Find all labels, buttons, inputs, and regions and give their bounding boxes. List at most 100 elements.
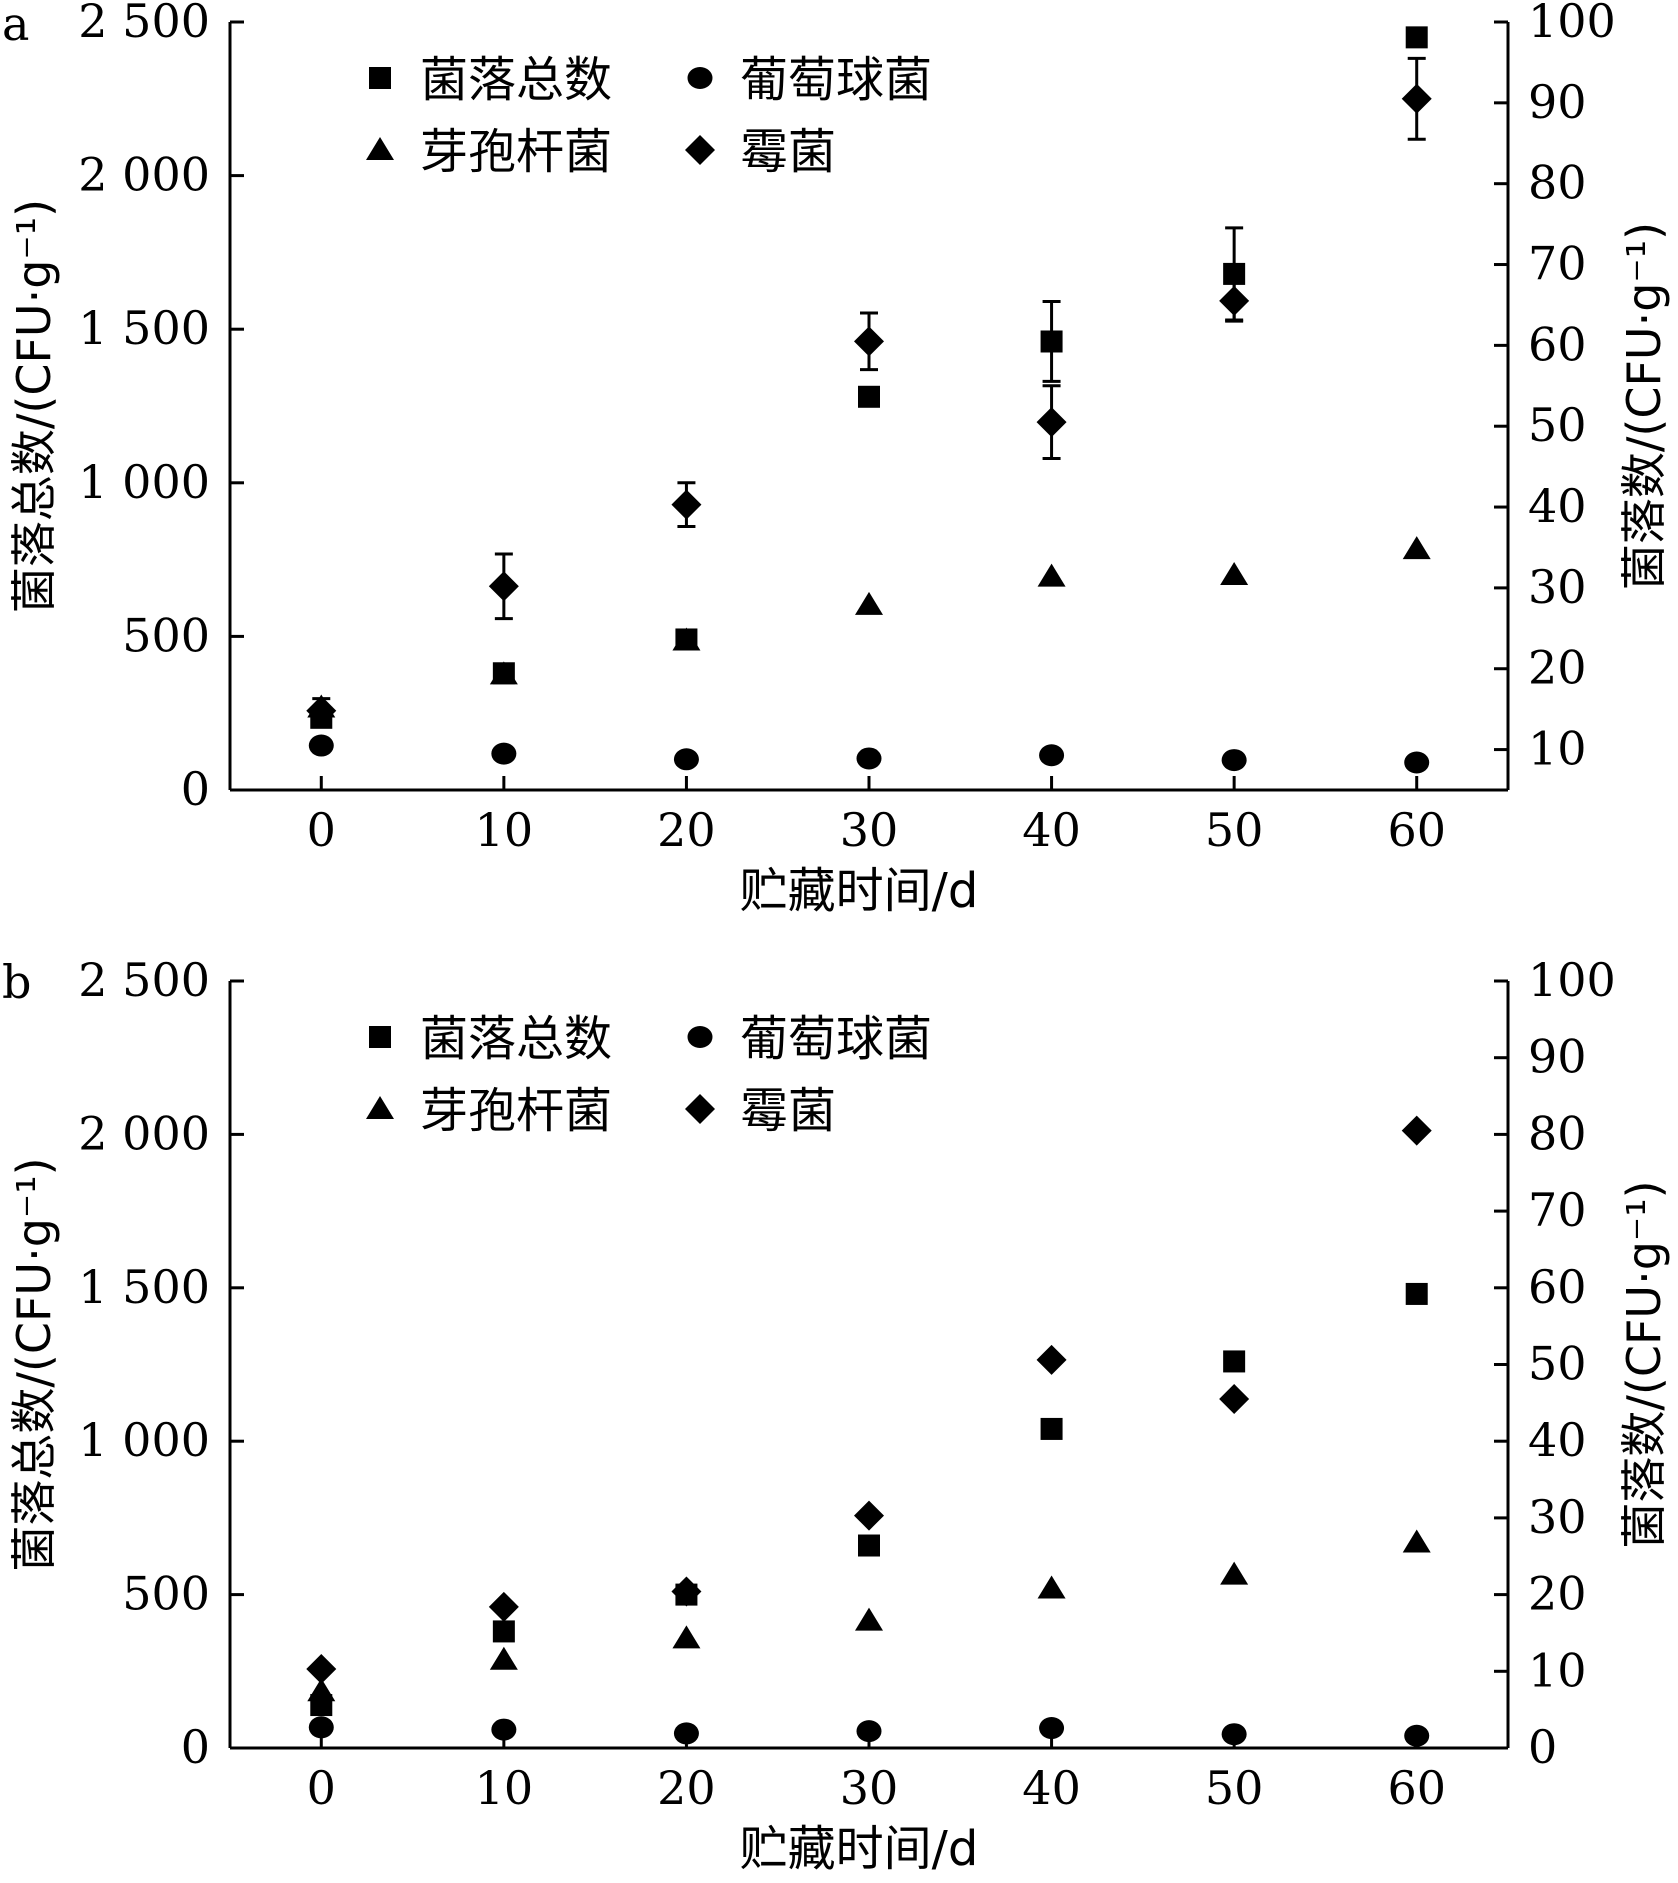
data-point-diamond	[671, 1576, 702, 1607]
right-y-tick-label: 50	[1528, 1337, 1587, 1391]
series-circle	[308, 1716, 1430, 1747]
legend-item: 芽孢杆菌	[366, 124, 612, 180]
left-y-tick-label: 0	[181, 1720, 210, 1774]
left-y-tick-label: 2 000	[78, 1106, 210, 1160]
right-y-tick-label: 100	[1528, 953, 1616, 1007]
data-point-square	[858, 1534, 880, 1557]
series-triangle	[307, 1529, 1431, 1702]
right-y-tick-label: 70	[1528, 1183, 1587, 1237]
legend-label: 葡萄球菌	[740, 52, 932, 108]
data-point-diamond	[1401, 83, 1432, 114]
data-point-triangle	[1220, 561, 1249, 585]
legend-label: 霉菌	[740, 124, 836, 180]
data-point-diamond	[854, 326, 884, 357]
legend-item: 霉菌	[685, 124, 836, 180]
legend-label: 霉菌	[740, 1083, 836, 1139]
data-point-diamond	[488, 1591, 519, 1622]
data-point-circle	[856, 747, 882, 770]
left-y-axis-title: 菌落总数/(CFU·g⁻¹)	[7, 1157, 61, 1571]
right-y-tick-label: 40	[1528, 479, 1587, 533]
x-tick-label: 30	[840, 1761, 899, 1815]
data-point-circle	[1221, 1723, 1247, 1746]
left-y-tick-label: 2 500	[78, 0, 210, 48]
data-point-circle	[856, 1720, 882, 1743]
data-point-circle	[673, 1722, 699, 1745]
left-y-axis-title: 菌落总数/(CFU·g⁻¹)	[7, 199, 61, 613]
legend-marker-circle	[687, 1026, 713, 1048]
x-axis-title: 贮藏时间/d	[740, 1821, 979, 1877]
x-tick-label: 40	[1022, 803, 1081, 857]
legend-item: 霉菌	[685, 1083, 836, 1139]
legend-marker-square	[369, 67, 391, 89]
data-point-circle	[1404, 1724, 1430, 1747]
data-point-square	[492, 1620, 515, 1643]
panel-label: a	[2, 0, 29, 51]
data-point-triangle	[489, 661, 518, 685]
data-point-square	[1040, 330, 1063, 353]
series-triangle	[307, 536, 1431, 718]
legend-item: 葡萄球菌	[687, 1011, 932, 1067]
right-y-tick-label: 10	[1528, 722, 1587, 776]
legend-item: 菌落总数	[369, 52, 612, 108]
series-square	[310, 1282, 1428, 1717]
data-point-triangle	[1037, 563, 1066, 587]
legend-label: 菌落总数	[420, 52, 612, 108]
right-y-tick-label: 50	[1528, 398, 1587, 452]
data-point-triangle	[1037, 1575, 1066, 1599]
legend-marker-diamond	[685, 1094, 715, 1124]
panel-label: b	[2, 955, 31, 1009]
legend-item: 葡萄球菌	[687, 52, 932, 108]
right-y-tick-label: 0	[1528, 1720, 1557, 1774]
right-y-axis-title: 菌落数/(CFU·g⁻¹)	[1617, 1180, 1671, 1548]
data-point-triangle	[672, 1625, 701, 1649]
data-point-triangle	[489, 1646, 518, 1670]
right-y-tick-label: 70	[1528, 237, 1587, 291]
right-y-tick-label: 30	[1528, 1490, 1587, 1544]
x-tick-label: 60	[1387, 803, 1446, 857]
data-point-square	[1405, 1282, 1428, 1305]
right-y-tick-label: 60	[1528, 1260, 1587, 1314]
left-y-tick-label: 1 000	[78, 455, 210, 509]
data-point-square	[1040, 1417, 1063, 1440]
data-point-diamond	[306, 695, 337, 726]
left-y-tick-label: 500	[122, 1567, 210, 1621]
right-y-tick-label: 100	[1528, 0, 1616, 48]
right-y-tick-label: 90	[1528, 1030, 1587, 1084]
data-point-square	[1405, 26, 1428, 49]
series-diamond	[306, 56, 1432, 726]
data-point-circle	[308, 734, 334, 757]
data-point-diamond	[488, 571, 519, 602]
chart-panel-a: a 0 10 20 30 40 50 60 0 500 1 000 1 500 2 000 2 500 10…	[2, 0, 1671, 919]
x-tick-label: 10	[475, 1761, 534, 1815]
legend-label: 葡萄球菌	[740, 1011, 932, 1067]
data-point-circle	[308, 1716, 334, 1739]
right-y-tick-label: 20	[1528, 641, 1587, 695]
series-diamond	[306, 1115, 1432, 1684]
x-tick-label: 10	[475, 803, 534, 857]
legend-label: 菌落总数	[420, 1011, 612, 1067]
legend-marker-square	[369, 1026, 391, 1048]
legend-marker-diamond	[685, 135, 715, 165]
legend-item: 菌落总数	[369, 1011, 612, 1067]
series-circle	[308, 734, 1430, 774]
data-point-diamond	[1036, 407, 1067, 438]
legend-marker-circle	[687, 67, 713, 89]
data-point-circle	[673, 748, 699, 771]
left-y-tick-label: 2 000	[78, 148, 210, 202]
x-tick-label: 60	[1387, 1761, 1446, 1815]
right-y-tick-label: 80	[1528, 156, 1587, 210]
x-tick-label: 0	[307, 1761, 336, 1815]
x-tick-label: 30	[840, 803, 899, 857]
data-point-triangle	[1402, 536, 1431, 560]
data-point-circle	[1039, 1717, 1065, 1740]
right-y-tick-label: 60	[1528, 317, 1587, 371]
data-point-diamond	[671, 489, 702, 520]
right-y-axis-title: 菌落数/(CFU·g⁻¹)	[1617, 222, 1671, 590]
right-y-tick-label: 80	[1528, 1106, 1587, 1160]
left-y-tick-label: 0	[181, 762, 210, 816]
legend-label: 芽孢杆菌	[420, 124, 612, 180]
data-point-diamond	[306, 1653, 337, 1684]
legend-marker-triangle	[366, 137, 394, 160]
data-point-triangle	[672, 627, 701, 651]
